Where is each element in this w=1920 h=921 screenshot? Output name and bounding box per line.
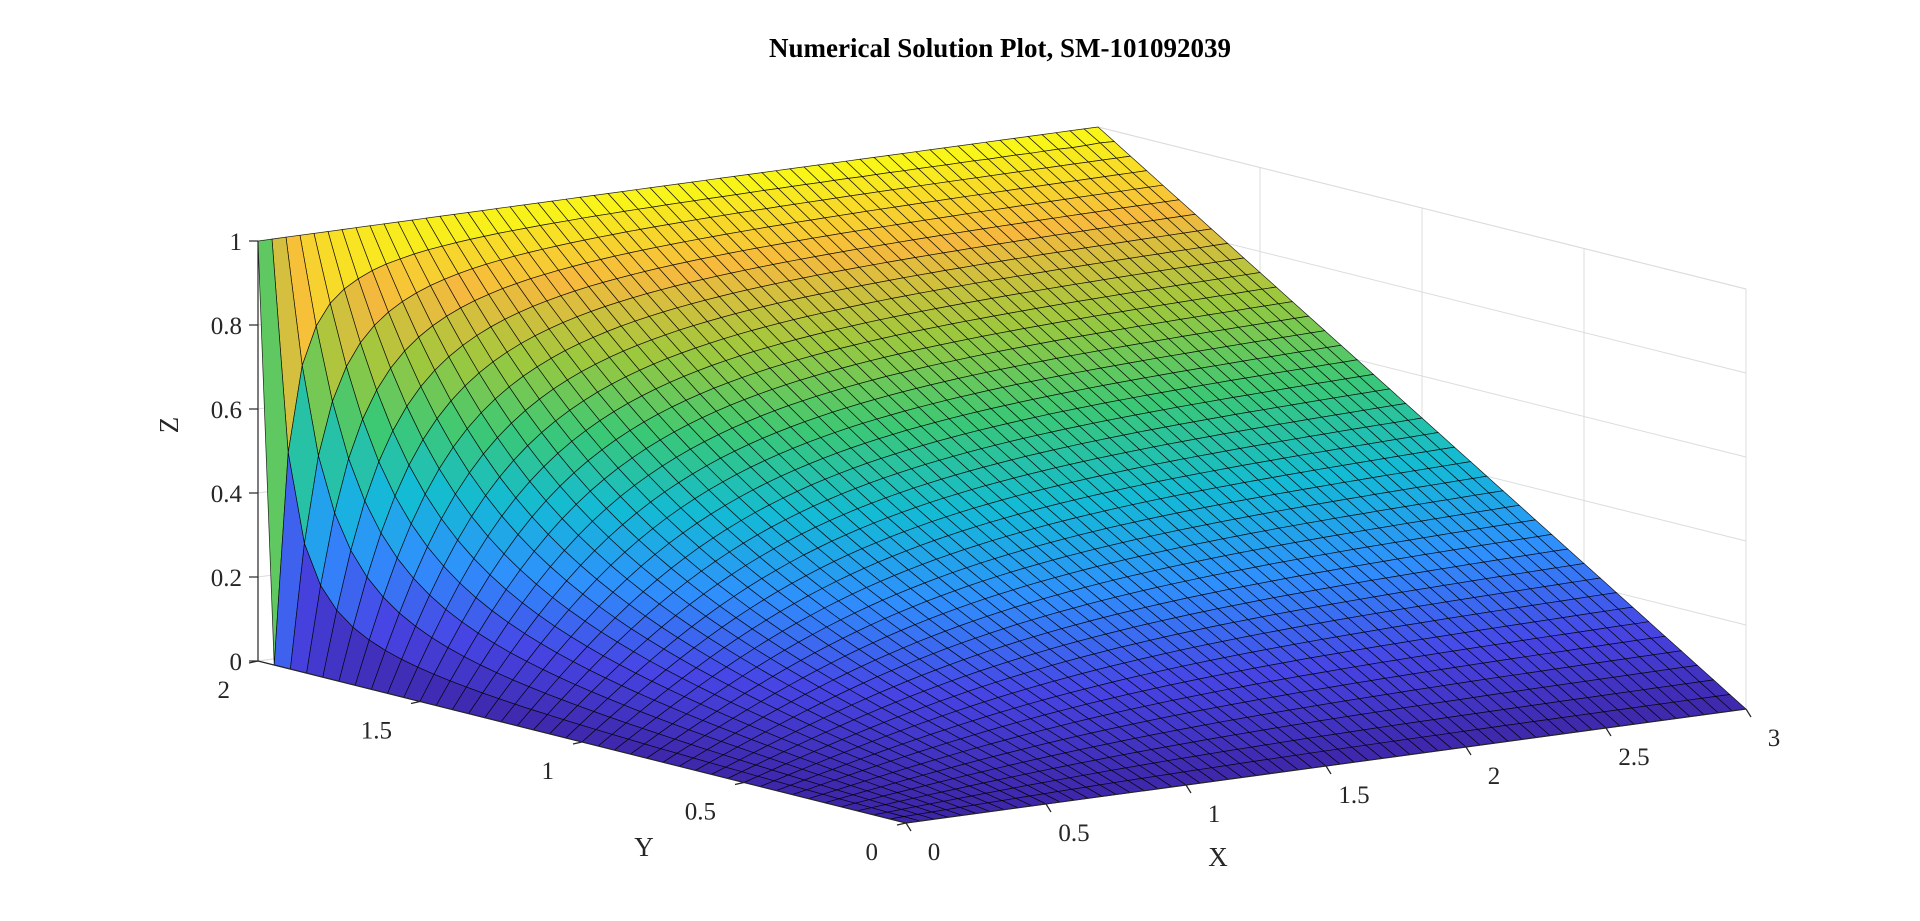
y-tick-label: 0.5 <box>685 799 716 826</box>
box-edge <box>1097 126 1747 290</box>
chart-title: Numerical Solution Plot, SM-101092039 <box>769 33 1231 63</box>
z-tick-label: 1 <box>230 229 243 256</box>
x-tick-label: 2.5 <box>1618 744 1649 771</box>
y-tick-mark <box>896 822 907 826</box>
y-tick-label: 1 <box>542 758 555 785</box>
x-tick-mark <box>1745 708 1752 718</box>
z-tick-label: 0 <box>230 649 243 676</box>
x-tick-label: 0 <box>928 839 941 866</box>
x-tick-mark <box>1185 784 1192 794</box>
x-tick-mark <box>1465 746 1472 756</box>
x-tick-mark <box>1325 765 1332 775</box>
y-axis-label: Y <box>634 832 654 862</box>
z-tick-label: 0.4 <box>211 481 243 508</box>
x-tick-mark <box>905 822 912 832</box>
z-tick-label: 0.6 <box>211 397 242 424</box>
y-tick-label: 0 <box>866 839 879 866</box>
x-tick-label: 3 <box>1768 725 1781 752</box>
z-tick-label: 0.8 <box>211 313 242 340</box>
z-axis-label: Z <box>154 417 184 434</box>
y-tick-label: 1.5 <box>361 718 392 745</box>
surface-mesh <box>257 126 1747 824</box>
x-tick-label: 2 <box>1488 763 1501 790</box>
y-tick-mark <box>410 700 421 705</box>
x-tick-mark <box>1605 727 1612 737</box>
x-tick-label: 0.5 <box>1058 820 1089 847</box>
y-tick-mark <box>572 741 583 745</box>
x-tick-label: 1.5 <box>1338 782 1369 809</box>
x-tick-mark <box>1045 803 1052 813</box>
axes <box>248 240 1752 832</box>
y-tick-label: 2 <box>218 677 231 704</box>
x-tick-label: 1 <box>1208 801 1221 828</box>
y-tick-mark <box>734 781 745 786</box>
z-tick-label: 0.2 <box>211 565 242 592</box>
x-axis-label: X <box>1208 842 1228 872</box>
